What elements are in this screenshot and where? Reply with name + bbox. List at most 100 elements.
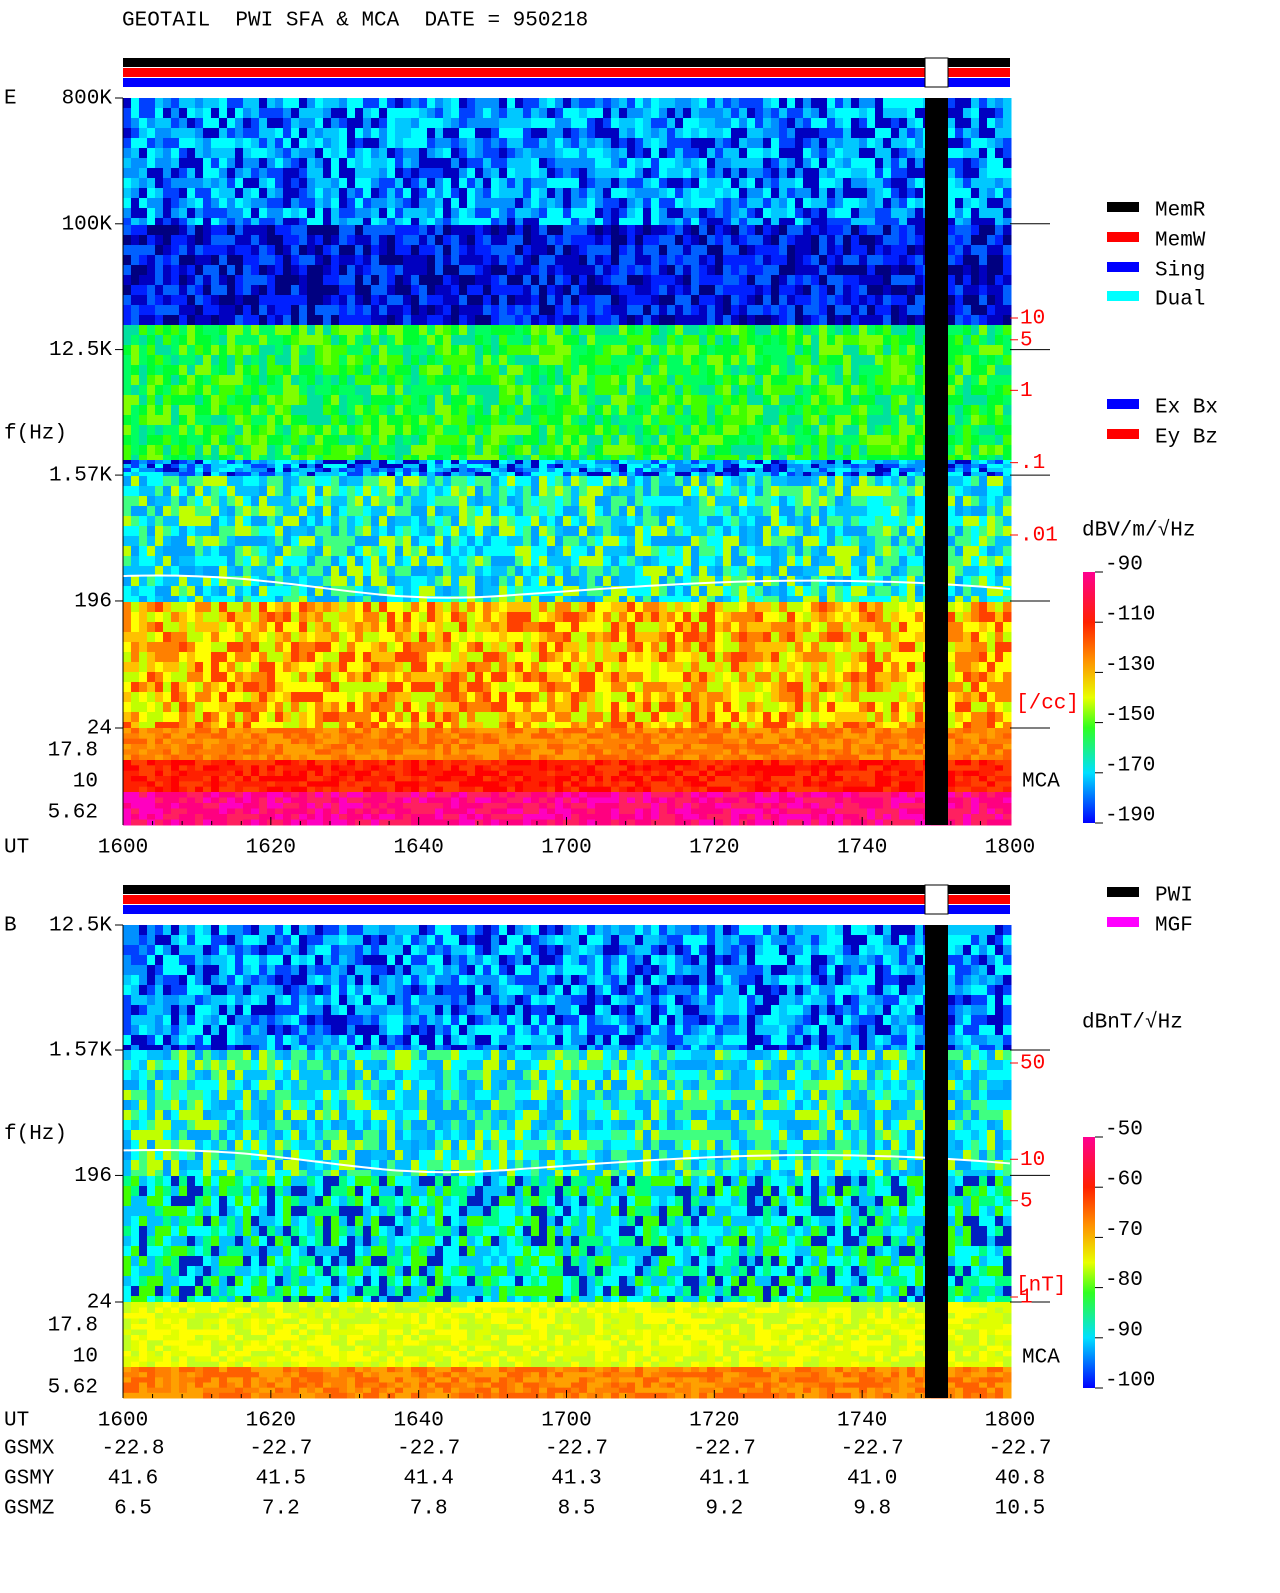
spectrogram-cell [203,305,212,316]
spectrogram-cell [547,455,556,461]
spectrogram-cell [411,325,420,336]
spectrogram-cell [739,472,748,477]
spectrogram-cell [899,464,908,469]
spectrogram-cell [707,295,716,306]
spectrogram-cell [315,472,324,477]
spectrogram-cell [907,375,916,386]
spectrogram-cell [723,188,732,199]
spectrogram-cell [187,472,196,477]
spectrogram-cell [595,218,604,226]
spectrogram-cell [715,445,724,456]
spectrogram-cell [251,496,260,507]
spectrogram-cell [843,476,852,487]
spectrogram-cell [459,295,468,306]
spectrogram-cell [571,178,580,189]
spectrogram-cell [275,405,284,416]
spectrogram-cell [411,188,420,199]
spectrogram-cell [251,375,260,386]
spectrogram-cell [763,118,772,129]
spectrogram-cell [379,198,388,209]
spectrogram-cell [211,476,220,487]
spectrogram-cell [763,496,772,507]
spectrogram-cell [859,486,868,497]
spectrogram-cell [219,415,228,426]
spectrogram-cell [595,496,604,507]
spectrogram-cell [227,245,236,256]
spectrogram-cell [755,245,764,256]
spectrogram-cell [675,468,684,473]
spectrogram-cell [331,305,340,316]
spectrogram-cell [315,415,324,426]
spectrogram-cell [859,118,868,129]
spectrogram-cell [483,305,492,316]
spectrogram-cell [547,415,556,426]
spectrogram-cell [203,108,212,119]
spectrogram-cell [219,285,228,296]
spectrogram-cell [755,472,764,477]
spectrogram-cell [275,265,284,276]
spectrogram-cell [803,455,812,461]
spectrogram-cell [419,496,428,507]
spectrogram-cell [795,472,804,477]
spectrogram-cell [899,108,908,119]
spectrogram-cell [139,265,148,276]
spectrogram-cell [707,315,716,326]
spectrogram-cell [563,158,572,169]
spectrogram-cell [859,255,868,266]
spectrogram-cell [747,455,756,461]
spectrogram-cell [171,476,180,487]
spectrogram-cell [387,395,396,406]
spectrogram-cell [467,472,476,477]
spectrogram-cell [827,425,836,436]
spectrogram-cell [667,218,676,226]
spectrogram-cell [995,415,1004,426]
spectrogram-cell [603,496,612,507]
spectrogram-cell [779,138,788,149]
spectrogram-cell [291,285,300,296]
spectrogram-cell [787,285,796,296]
spectrogram-cell [763,345,772,356]
spectrogram-cell [451,118,460,129]
spectrogram-cell [779,472,788,477]
spectrogram-cell [843,460,852,465]
spectrogram-cell [467,208,476,219]
spectrogram-cell [251,148,260,159]
spectrogram-cell [515,496,524,507]
spectrogram-cell [243,188,252,199]
spectrogram-cell [699,460,708,465]
spectrogram-cell [595,265,604,276]
spectrogram-cell [219,275,228,286]
spectrogram-cell [883,464,892,469]
spectrogram-cell [179,265,188,276]
spectrogram-cell [139,168,148,179]
spectrogram-cell [267,315,276,326]
spectrogram-cell [659,178,668,189]
spectrogram-cell [475,218,484,226]
spectrogram-cell [675,435,684,446]
spectrogram-cell [419,365,428,376]
spectrogram-cell [971,486,980,497]
spectrogram-cell [1003,235,1012,246]
spectrogram-cell [171,245,180,256]
spectrogram-cell [307,255,316,266]
spectrogram-cell [715,285,724,296]
spectrogram-cell [899,225,908,236]
spectrogram-cell [331,445,340,456]
spectrogram-cell [235,445,244,456]
spectrogram-cell [835,405,844,416]
spectrogram-cell [507,178,516,189]
spectrogram-cell [235,168,244,179]
spectrogram-cell [451,295,460,306]
spectrogram-cell [539,464,548,469]
spectrogram-cell [851,506,860,517]
spectrogram-cell [443,225,452,236]
spectrogram-cell [907,315,916,326]
spectrogram-cell [363,285,372,296]
spectrogram-cell [235,148,244,159]
spectrogram-cell [163,415,172,426]
spectrogram-cell [811,158,820,169]
spectrogram-cell [691,460,700,465]
spectrogram-cell [587,486,596,497]
spectrogram-cell [627,472,636,477]
spectrogram-cell [867,375,876,386]
